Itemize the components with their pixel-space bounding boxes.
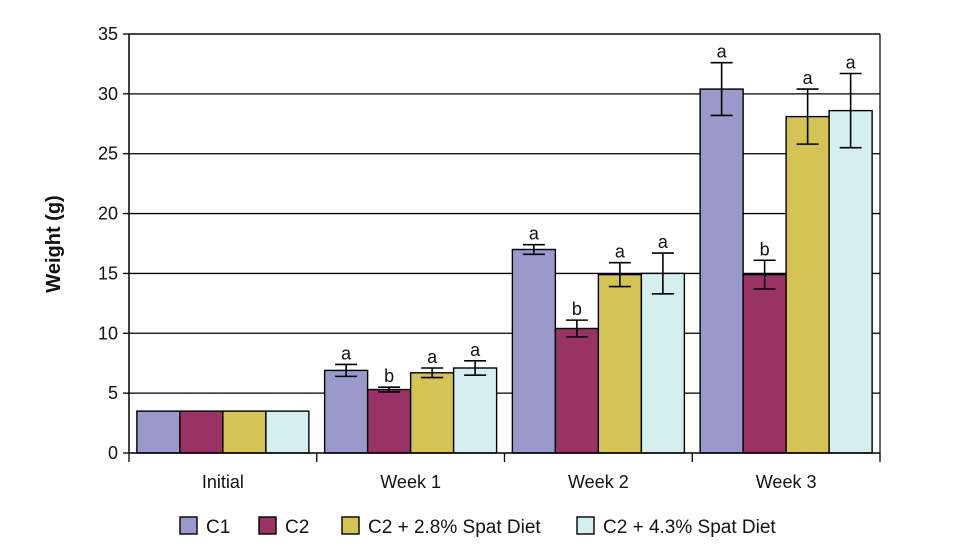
significance-label-c2-4-3-spat-diet-week-2: a xyxy=(658,232,669,252)
x-tick-label-week-2: Week 2 xyxy=(568,472,629,492)
significance-label-c2-week-1: b xyxy=(384,366,394,386)
x-tick-label-initial: Initial xyxy=(202,472,244,492)
significance-label-c2-2-8-spat-diet-week-1: a xyxy=(427,347,438,367)
bar-c2-2-8-spat-diet-initial xyxy=(222,410,267,454)
bar-c1-week-2 xyxy=(511,248,557,454)
significance-label-c2-week-2: b xyxy=(572,299,582,319)
bar-c2-2-8-spat-diet-week-1 xyxy=(409,372,455,454)
bars xyxy=(136,61,873,454)
bar-c2-initial xyxy=(179,410,224,454)
legend: C1 C2 C2 + 2.8% Spat Diet C2 + 4.3% Spat Di… xyxy=(179,516,776,538)
bar-c1-initial xyxy=(136,410,181,454)
legend-swatch-c1 xyxy=(179,516,198,535)
legend-label-c1: C1 xyxy=(206,517,230,538)
y-tick-label-5: 5 xyxy=(108,383,118,403)
bar-c2-2-8-spat-diet-week-2 xyxy=(597,273,643,454)
y-tick-label-10: 10 xyxy=(98,323,118,343)
bar-c2-week-1 xyxy=(366,388,412,454)
legend-label-c2-2-8-spat-diet: C2 + 2.8% Spat Diet xyxy=(368,517,541,538)
y-tick-label-15: 15 xyxy=(98,263,118,283)
bar-c1-week-3 xyxy=(699,88,744,454)
significance-label-c2-4-3-spat-diet-week-1: a xyxy=(470,340,481,360)
y-tick-label-25: 25 xyxy=(98,144,118,164)
legend-swatch-c2-4-3-spat-diet xyxy=(576,516,595,535)
legend-swatch-c2 xyxy=(258,516,277,535)
bar-c2-4-3-spat-diet-week-2 xyxy=(640,272,686,454)
significance-label-c1-week-1: a xyxy=(341,343,352,363)
bar-c2-4-3-spat-diet-week-3 xyxy=(828,109,873,454)
bar-c2-week-2 xyxy=(554,327,600,454)
bar-c2-2-8-spat-diet-week-3 xyxy=(785,115,830,454)
significance-label-c2-2-8-spat-diet-week-2: a xyxy=(615,242,626,262)
bar-c1-week-1 xyxy=(323,369,369,454)
bar-c2-4-3-spat-diet-week-1 xyxy=(452,367,498,454)
bar-c2-week-3 xyxy=(742,273,787,454)
axes xyxy=(123,33,881,462)
significance-label-c1-week-3: a xyxy=(717,42,728,62)
legend-label-c2: C2 xyxy=(285,517,309,538)
y-tick-label-0: 0 xyxy=(108,443,118,463)
bar-c2-4-3-spat-diet-initial xyxy=(265,410,310,454)
y-tick-label-20: 20 xyxy=(98,204,118,224)
significance-label-c2-4-3-spat-diet-week-3: a xyxy=(846,53,857,73)
significance-label-c2-2-8-spat-diet-week-3: a xyxy=(803,68,814,88)
x-tick-label-week-1: Week 1 xyxy=(380,472,441,492)
labels: 0 5 10 15 20 25 30 35 Initial Week 1 a b a a Week 2 a b a… xyxy=(98,24,857,492)
significance-label-c1-week-2: a xyxy=(529,224,540,244)
legend-label-c2-4-3-spat-diet: C2 + 4.3% Spat Diet xyxy=(603,517,776,538)
y-tick-label-30: 30 xyxy=(98,84,118,104)
y-axis-label: Weight (g) xyxy=(43,195,65,292)
x-tick-label-week-3: Week 3 xyxy=(756,472,817,492)
legend-swatch-c2-2-8-spat-diet xyxy=(341,516,360,535)
significance-label-c2-week-3: b xyxy=(760,239,770,259)
y-tick-label-35: 35 xyxy=(98,24,118,44)
